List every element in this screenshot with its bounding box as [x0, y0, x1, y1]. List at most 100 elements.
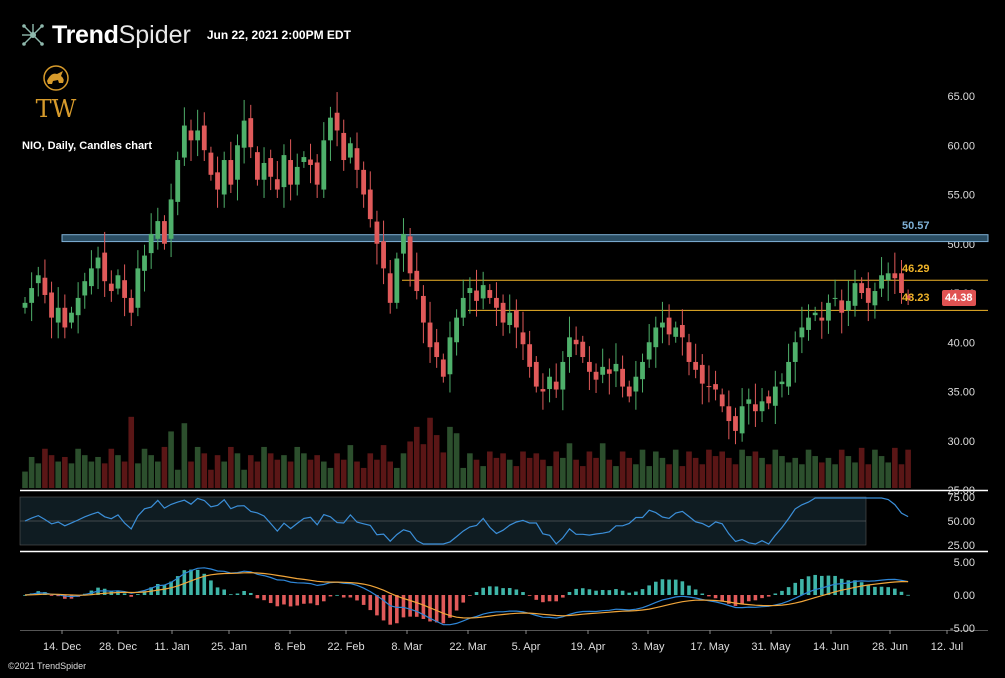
- macd-histogram-bar: [514, 589, 519, 595]
- tw-logo-text: TW: [35, 95, 77, 123]
- candle-body: [746, 399, 752, 404]
- macd-histogram-bar: [567, 591, 572, 595]
- x-tick-label: 28. Jun: [872, 641, 908, 653]
- macd-histogram-bar: [720, 595, 724, 601]
- macd-histogram-bar: [229, 594, 233, 596]
- macd-histogram-bar: [713, 595, 718, 599]
- volume-bar: [520, 451, 526, 488]
- macd-histogram-bar: [800, 579, 804, 595]
- candle-body: [175, 160, 181, 202]
- volume-bar: [128, 416, 135, 488]
- macd-histogram-bar: [786, 587, 791, 595]
- candle-body: [646, 342, 652, 360]
- volume-bar: [865, 464, 872, 488]
- macd-tick-label: -5.00: [950, 623, 975, 635]
- macd-histogram-bar: [780, 590, 784, 595]
- candle-body: [606, 369, 612, 374]
- candle-body: [122, 280, 127, 298]
- macd-histogram-bar: [209, 580, 213, 595]
- volume-bar: [772, 449, 779, 488]
- candle-body: [201, 125, 207, 151]
- volume-bar: [334, 453, 340, 488]
- candle-body: [255, 152, 260, 180]
- macd-histogram-bar: [202, 573, 207, 595]
- candle-body: [108, 283, 114, 292]
- volume-bar: [380, 445, 387, 488]
- volume-bar: [679, 466, 686, 488]
- volume-bar: [838, 449, 845, 488]
- candle-body: [301, 157, 307, 162]
- volume-bar: [785, 462, 792, 488]
- candle-body: [872, 291, 878, 306]
- x-tick-label: 8. Mar: [391, 641, 423, 653]
- volume-bar: [407, 441, 413, 488]
- candle-body: [879, 275, 884, 289]
- candle-body: [188, 130, 194, 141]
- candle-body: [288, 160, 293, 185]
- candle-body: [826, 302, 831, 321]
- macd-histogram-bar: [654, 581, 658, 595]
- macd-histogram-bar: [142, 591, 147, 595]
- macd-histogram-bar: [753, 595, 758, 601]
- candle-body: [799, 327, 805, 338]
- macd-histogram-bar: [235, 593, 240, 595]
- volume-bar: [42, 448, 48, 488]
- candle-body: [859, 283, 865, 293]
- volume-bar: [394, 467, 400, 488]
- macd-histogram-bar: [687, 585, 691, 595]
- candle-body: [434, 342, 440, 358]
- candle-body: [899, 273, 904, 293]
- volume-bar: [321, 461, 327, 488]
- macd-histogram-bar: [461, 595, 466, 603]
- volume-bar: [453, 433, 460, 488]
- volume-bar: [540, 459, 546, 488]
- macd-histogram-bar: [541, 595, 545, 603]
- volume-bar: [878, 456, 885, 488]
- candle-body: [142, 255, 147, 271]
- macd-histogram-bar: [308, 595, 313, 604]
- volume-bar: [148, 455, 154, 488]
- volume-bar: [108, 448, 115, 488]
- volume-bar: [387, 461, 393, 488]
- volume-bar: [254, 461, 261, 488]
- volume-bar: [340, 459, 347, 488]
- price-tick-label: 30.00: [947, 436, 975, 448]
- candle-body: [208, 152, 214, 175]
- candle-body: [235, 145, 240, 180]
- macd-histogram-bar: [262, 595, 266, 601]
- volume-bar: [420, 444, 427, 488]
- volume-bar: [493, 457, 500, 488]
- macd-histogram-bar: [268, 595, 273, 604]
- volume-bar: [765, 464, 772, 488]
- volume-bar: [819, 462, 825, 488]
- candle-body: [593, 371, 599, 380]
- macd-histogram-bar: [454, 595, 459, 611]
- volume-bar: [573, 459, 579, 488]
- volume-bar: [68, 463, 75, 488]
- candle-body: [706, 386, 712, 388]
- candle-body: [89, 268, 94, 287]
- candle-body: [115, 275, 121, 289]
- volume-bar: [247, 455, 254, 488]
- candle-body: [314, 162, 320, 185]
- chart-datetime: Jun 22, 2021 2:00PM EDT: [206, 28, 351, 42]
- volume-bar: [905, 449, 911, 488]
- x-tick-label: 22. Feb: [327, 641, 364, 653]
- rsi-tick-label: 75.00: [947, 492, 975, 504]
- volume-bar: [599, 443, 606, 488]
- candle-body: [547, 376, 552, 390]
- candle-body: [474, 290, 479, 301]
- macd-histogram-bar: [620, 590, 625, 595]
- macd-histogram-bar: [534, 595, 539, 600]
- macd-histogram-bar: [248, 592, 253, 595]
- macd-histogram-bar: [886, 587, 890, 595]
- candle-body: [520, 332, 526, 345]
- brand-name-light: Spider: [118, 20, 191, 49]
- macd-histogram-bar: [820, 575, 824, 595]
- candle-body: [447, 337, 453, 375]
- rsi-tick-label: 25.00: [947, 540, 975, 552]
- volume-bar: [586, 451, 593, 488]
- header: Trend Spider Jun 22, 2021 2:00PM EDT: [20, 18, 351, 52]
- candle-body: [294, 166, 300, 185]
- macd-histogram-bar: [634, 591, 638, 595]
